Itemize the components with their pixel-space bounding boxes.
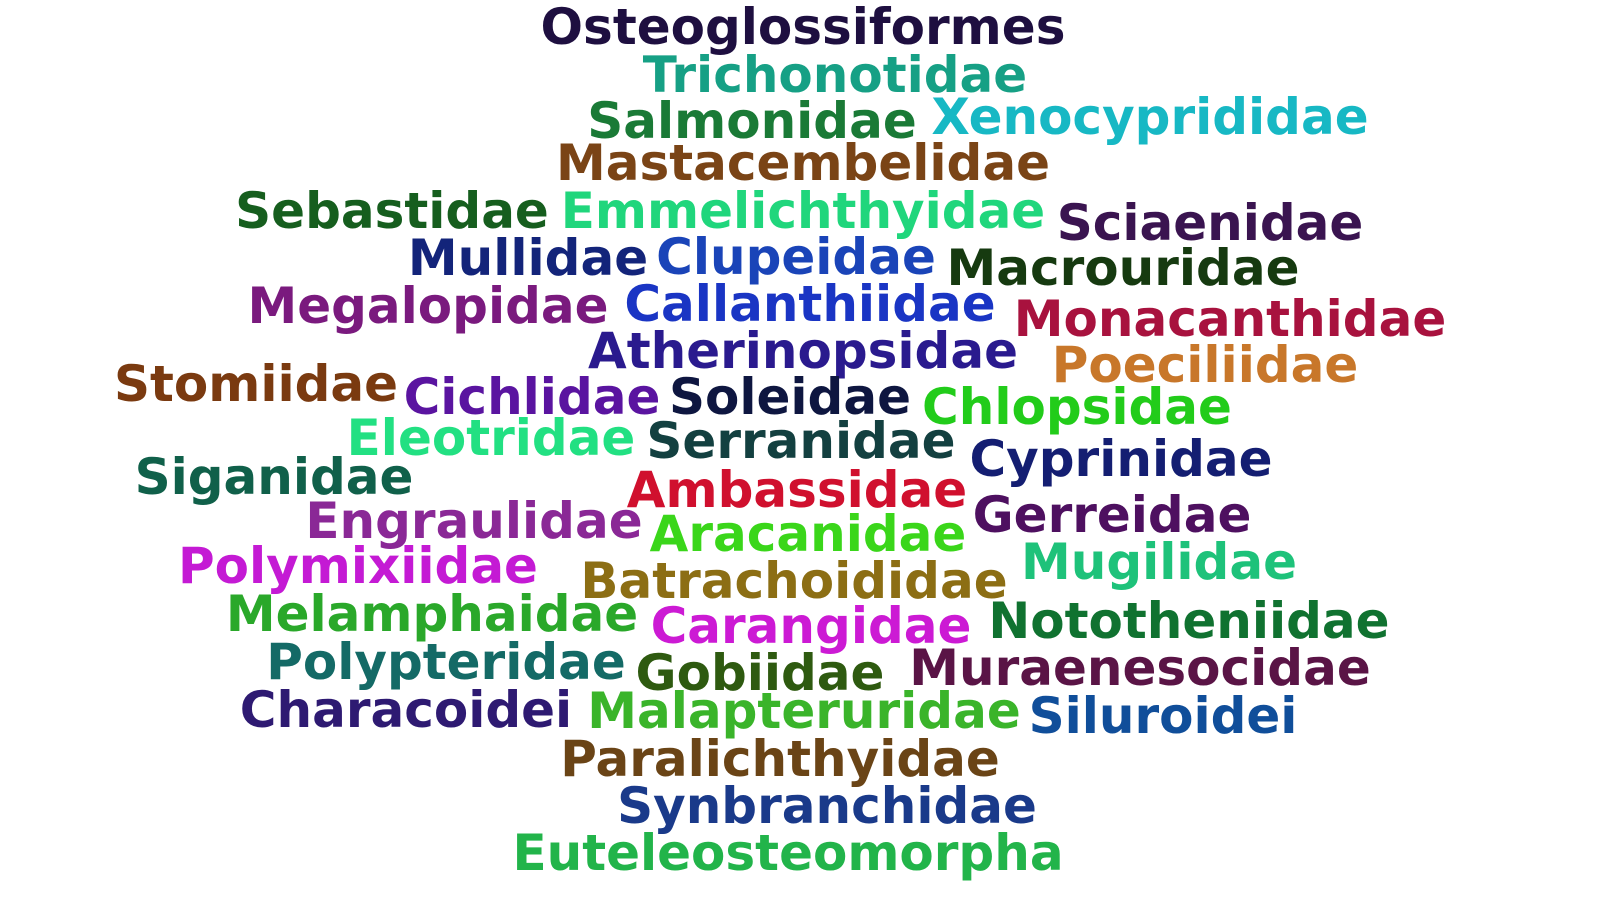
cloud-word: Cyprinidae (969, 430, 1273, 488)
cloud-word: Malapteruridae (587, 682, 1021, 740)
cloud-word: Clupeidae (656, 228, 936, 286)
cloud-word: Gerreidae (972, 486, 1252, 544)
cloud-word: Soleidae (669, 368, 911, 426)
cloud-word: Polypteridae (266, 633, 626, 691)
cloud-word: Macrouridae (946, 239, 1300, 297)
cloud-word: Mastacembelidae (556, 134, 1050, 192)
cloud-word: Callanthiidae (624, 275, 996, 333)
cloud-word: Siluroidei (1028, 687, 1298, 745)
cloud-word: Characoidei (239, 681, 573, 739)
cloud-word: Siganidae (134, 448, 414, 506)
cloud-word: Cichlidae (403, 368, 661, 426)
cloud-word: Muraenesocidae (909, 639, 1371, 697)
cloud-word: Trichonotidae (642, 46, 1028, 104)
cloud-word: Gobiidae (635, 644, 885, 702)
cloud-word: Eleotridae (346, 409, 636, 467)
cloud-word: Megalopidae (247, 277, 609, 335)
cloud-word: Monacanthidae (1013, 290, 1447, 348)
cloud-word: Stomiidae (113, 355, 399, 413)
cloud-word: Engraulidae (305, 492, 643, 550)
cloud-word: Carangidae (650, 597, 972, 655)
cloud-word: Sebastidae (235, 182, 549, 240)
cloud-word: Paralichthyidae (560, 730, 1000, 788)
cloud-word: Polymixiidae (178, 537, 538, 595)
cloud-word: Batrachoididae (580, 552, 1008, 610)
cloud-word: Nototheniidae (988, 592, 1390, 650)
cloud-word: Atherinopsidae (588, 322, 1018, 380)
cloud-word: Mullidae (407, 229, 649, 287)
cloud-word: Ambassidae (626, 461, 968, 519)
cloud-word: Sciaenidae (1056, 194, 1364, 252)
cloud-word: Chlopsidae (922, 378, 1232, 436)
cloud-word: Synbranchidae (617, 777, 1037, 835)
cloud-word: Xenocyprididae (931, 88, 1369, 146)
cloud-word: Aracanidae (649, 505, 967, 563)
cloud-word: Osteoglossiformes (540, 0, 1066, 56)
cloud-word: Melamphaidae (225, 585, 639, 643)
cloud-word: Mugilidae (1020, 533, 1298, 591)
cloud-word: Salmonidae (587, 92, 917, 150)
cloud-word: Euteleosteomorpha (512, 824, 1064, 882)
cloud-word: Poeciliidae (1051, 336, 1359, 394)
cloud-word: Emmelichthyidae (560, 182, 1046, 240)
cloud-word: Serranidae (646, 412, 956, 470)
